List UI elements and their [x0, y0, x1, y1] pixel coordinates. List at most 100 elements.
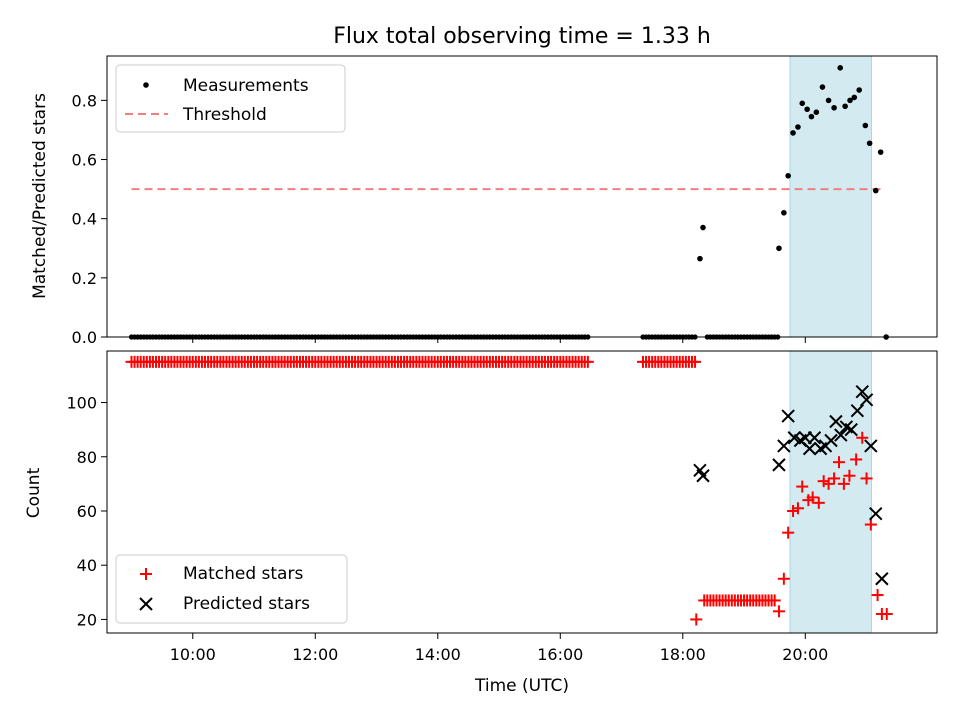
measurement-point — [781, 209, 787, 216]
predicted-star-point — [802, 441, 817, 456]
predicted-star-point — [807, 431, 822, 445]
matched-star-point — [772, 605, 785, 618]
predicted-star-point — [864, 439, 878, 453]
x-tick-label: 20:00 — [782, 645, 828, 664]
predicted-star-point — [829, 414, 843, 429]
bottom-y-tick-label: 80 — [77, 448, 97, 467]
top-panel: 0.0 0.2 0.4 0.6 0.8 Flux total observing tim… — [30, 24, 938, 347]
bottom-panel: 20 40 60 80 100 10:00 12:00 14:00 16:00 18:00 20:… — [24, 350, 938, 696]
matched-star-point — [689, 355, 702, 368]
measurement-point — [799, 100, 806, 107]
predicted-star-point — [850, 403, 865, 418]
chart-title: Flux total observing time = 1.33 h — [333, 24, 711, 49]
measurement-point — [700, 224, 706, 231]
measurement-point — [851, 94, 858, 101]
predicted-star-point — [781, 409, 795, 423]
bottom-y-tick-label: 20 — [77, 610, 97, 629]
measurement-point — [877, 149, 884, 155]
measurement-point — [862, 122, 869, 129]
matched-star-point — [777, 572, 790, 585]
matched-star-point — [828, 472, 841, 485]
x-tick-label: 18:00 — [660, 645, 706, 664]
matched-star-point — [832, 456, 845, 469]
top-shaded-span — [789, 55, 872, 338]
matched-star-point — [860, 472, 873, 485]
top-y-tick-label: 0.0 — [72, 328, 97, 347]
top-x-ticks — [192, 337, 806, 343]
matched-star-point — [850, 453, 863, 466]
measurement-point — [825, 97, 832, 104]
measurement-point — [790, 130, 796, 136]
predicted-star-point — [772, 458, 786, 472]
measurement-point — [808, 113, 815, 120]
legend-predicted-label: Predicted stars — [183, 594, 310, 614]
bottom-legend-box — [115, 554, 348, 624]
legend-matched-label: Matched stars — [183, 564, 303, 584]
x-tick-label: 10:00 — [170, 645, 216, 664]
matched-star-point — [690, 613, 703, 626]
predicted-star-point — [875, 572, 889, 586]
top-plot-frame — [106, 55, 938, 338]
matched-stars-points — [125, 355, 893, 626]
x-tick-label: 16:00 — [537, 645, 583, 664]
bottom-y-tick-label: 60 — [77, 502, 97, 521]
matched-star-point — [822, 477, 835, 490]
matched-star-point — [880, 608, 893, 621]
predicted-star-point — [844, 422, 858, 437]
bottom-shaded-span — [789, 350, 872, 634]
matched-star-point — [837, 477, 850, 490]
x-axis-label: Time (UTC) — [474, 676, 569, 696]
measurement-point — [866, 140, 873, 147]
bottom-plot-frame — [106, 350, 938, 634]
predicted-star-point — [834, 428, 848, 442]
measurement-point — [813, 109, 820, 115]
matched-star-point — [812, 496, 825, 509]
predicted-star-point — [859, 393, 874, 407]
x-tick-label: 12:00 — [292, 645, 338, 664]
predicted-star-point — [777, 439, 791, 453]
legend-threshold-label: Threshold — [182, 105, 267, 125]
measurement-point — [804, 106, 810, 113]
matched-star-point — [864, 518, 877, 531]
predicted-star-point — [696, 469, 710, 483]
measurement-point — [697, 255, 703, 262]
matched-star-point — [806, 491, 819, 504]
matched-star-point — [871, 589, 884, 602]
top-y-tick-label: 0.4 — [72, 210, 97, 229]
top-y-tick-label: 0.8 — [72, 91, 97, 110]
measurement-point — [847, 97, 853, 104]
matched-star-point — [581, 355, 594, 368]
matched-star-point — [796, 480, 809, 493]
bottom-y-tick-label: 40 — [77, 556, 97, 575]
bottom-legend: Matched stars Predicted stars — [115, 554, 348, 624]
bottom-y-tick-label: 100 — [66, 394, 97, 413]
measurement-point — [837, 65, 844, 71]
x-tick-label: 14:00 — [415, 645, 461, 664]
top-y-axis-label: Matched/Predicted stars — [30, 93, 50, 299]
predicted-star-point — [824, 433, 838, 448]
predicted-star-point — [869, 506, 883, 521]
matched-star-point — [782, 526, 795, 539]
bottom-x-ticks: 10:00 12:00 14:00 16:00 18:00 20:00 — [170, 633, 828, 664]
legend-predicted-marker — [139, 597, 153, 611]
matched-star-point — [843, 469, 856, 482]
matched-star-point — [791, 502, 804, 515]
legend-measurements-marker — [143, 82, 149, 88]
predicted-star-point — [855, 384, 869, 399]
measurement-point — [785, 172, 791, 179]
top-legend-box — [115, 64, 346, 133]
measurement-point — [795, 124, 801, 130]
top-y-tick-label: 0.2 — [72, 269, 97, 288]
top-y-tick-label: 0.6 — [72, 151, 97, 170]
measurement-point — [776, 245, 782, 252]
bottom-y-axis-label: Count — [24, 467, 44, 518]
measurement-point — [872, 187, 879, 194]
legend-matched-marker — [140, 568, 152, 580]
matched-star-point — [768, 594, 781, 607]
predicted-stars-points — [693, 384, 889, 586]
top-y-ticks: 0.0 0.2 0.4 0.6 0.8 — [72, 91, 107, 347]
matched-star-point — [698, 594, 711, 607]
legend-measurements-label: Measurements — [183, 76, 309, 96]
bottom-y-ticks: 20 40 60 80 100 — [66, 394, 107, 629]
